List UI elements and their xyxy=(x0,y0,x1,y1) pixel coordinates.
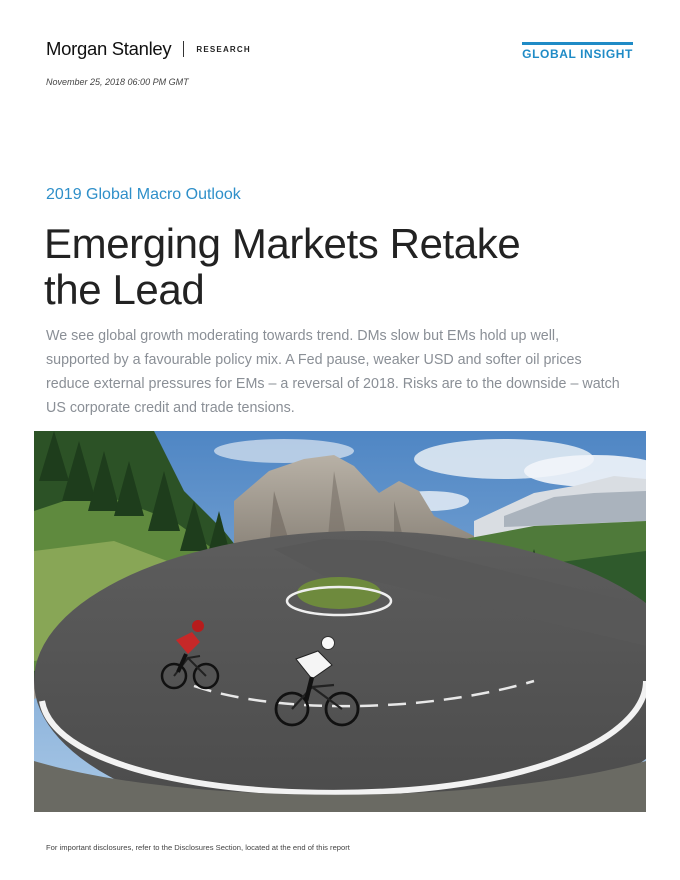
series-label: GLOBAL INSIGHT xyxy=(522,42,633,61)
publish-date: November 25, 2018 06:00 PM GMT xyxy=(46,77,189,87)
hero-illustration xyxy=(34,431,646,812)
report-title-line2: the Lead xyxy=(44,266,205,313)
grass-island xyxy=(297,577,381,609)
report-title: Emerging Markets Retake the Lead xyxy=(44,221,604,313)
brand-divider xyxy=(183,41,185,57)
disclosure-note: For important disclosures, refer to the … xyxy=(46,843,350,852)
cyclist-white xyxy=(274,636,360,727)
report-title-line1: Emerging Markets Retake xyxy=(44,220,521,267)
report-kicker: 2019 Global Macro Outlook xyxy=(46,186,241,203)
brand-logo: Morgan Stanley xyxy=(46,38,172,59)
report-summary: We see global growth moderating towards … xyxy=(46,328,620,416)
brand-header: Morgan Stanley RESEARCH xyxy=(46,38,251,60)
section-label: RESEARCH xyxy=(196,44,251,54)
road-edge-line xyxy=(39,680,646,796)
hero-image xyxy=(34,431,646,812)
cyclist-red xyxy=(160,620,220,690)
